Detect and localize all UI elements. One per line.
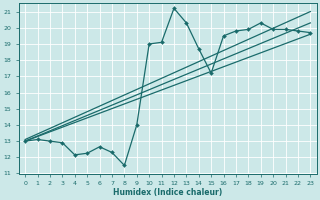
X-axis label: Humidex (Indice chaleur): Humidex (Indice chaleur) <box>113 188 222 197</box>
